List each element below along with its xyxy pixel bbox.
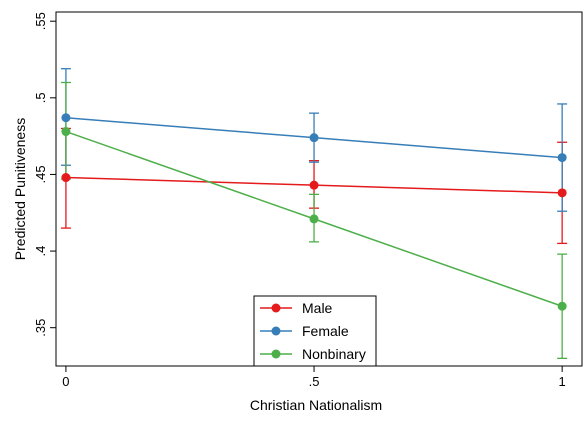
x-axis: 0.5 1 xyxy=(62,366,566,389)
legend-male-label: Male xyxy=(302,300,333,316)
legend-nonbinary-marker xyxy=(271,349,281,359)
x-axis-title: Christian Nationalism xyxy=(250,397,382,413)
y-tick-label: .35 xyxy=(33,319,48,337)
legend: Male Female Nonbinary xyxy=(253,295,377,367)
legend-female-label: Female xyxy=(302,323,349,339)
x-tick-label: 0 xyxy=(62,374,69,389)
male-point xyxy=(557,188,567,198)
female-point xyxy=(309,133,319,143)
series-points xyxy=(61,113,567,311)
x-tick-label: .5 xyxy=(309,374,320,389)
y-tick-label: .4 xyxy=(33,246,48,257)
male-point xyxy=(309,180,319,190)
legend-male-marker xyxy=(271,303,281,313)
nonbinary-point xyxy=(61,127,71,137)
female-point xyxy=(61,113,71,123)
female-point xyxy=(557,153,567,163)
nonbinary-point xyxy=(557,301,567,311)
y-tick-label: .45 xyxy=(33,165,48,183)
y-axis-title: Predicted Punitiveness xyxy=(12,118,28,260)
y-tick-label: .5 xyxy=(33,92,48,103)
legend-female-marker xyxy=(271,326,281,336)
y-axis: .35 .4 .45 .5 .55 xyxy=(33,12,56,337)
nonbinary-point xyxy=(309,214,319,224)
legend-nonbinary-label: Nonbinary xyxy=(302,346,366,362)
y-tick-label: .55 xyxy=(33,12,48,30)
x-tick-label: 1 xyxy=(559,374,566,389)
male-point xyxy=(61,173,71,183)
